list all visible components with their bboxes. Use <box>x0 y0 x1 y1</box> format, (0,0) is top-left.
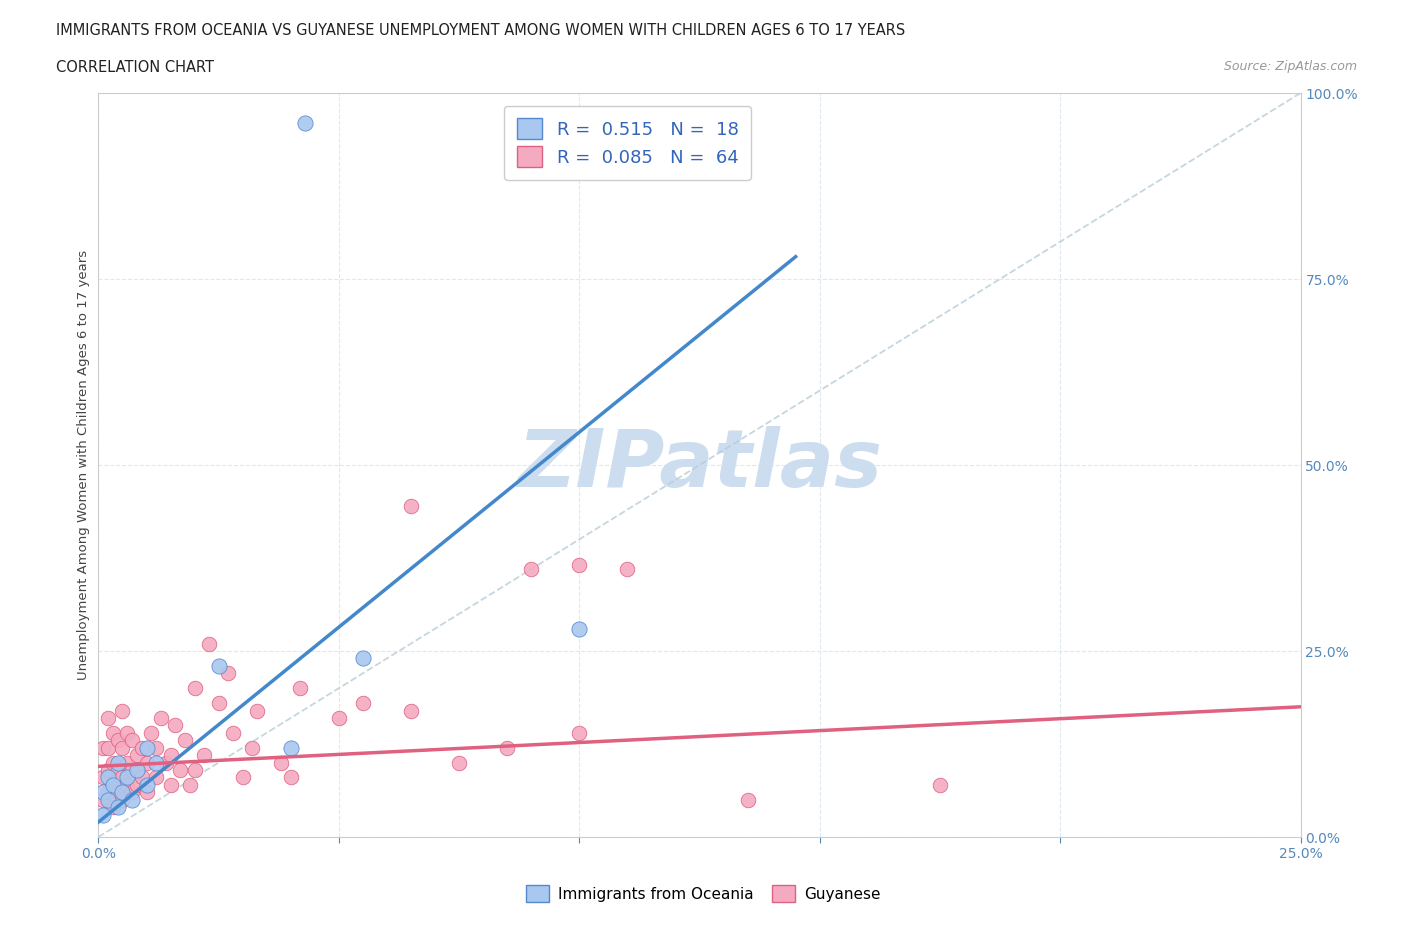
Point <box>135 740 157 755</box>
Point <box>149 711 172 725</box>
Point <box>107 763 129 777</box>
Point <box>145 740 167 755</box>
Point <box>183 681 205 696</box>
Point <box>290 681 312 696</box>
Point <box>121 785 143 800</box>
Point <box>280 740 302 755</box>
Text: ZIPatlas: ZIPatlas <box>517 426 882 504</box>
Point <box>169 763 191 777</box>
Point <box>125 763 148 777</box>
Point <box>135 785 157 800</box>
Point <box>496 740 519 755</box>
Point <box>447 755 470 770</box>
Point <box>155 755 177 770</box>
Point <box>101 800 124 815</box>
Point <box>208 658 231 673</box>
Point <box>520 562 543 577</box>
Point <box>135 777 157 792</box>
Point <box>222 725 245 740</box>
Point <box>111 770 134 785</box>
Point <box>107 800 129 815</box>
Point <box>352 696 374 711</box>
Point <box>328 711 350 725</box>
Point <box>97 711 120 725</box>
Text: CORRELATION CHART: CORRELATION CHART <box>56 60 214 75</box>
Point <box>101 777 124 792</box>
Point <box>101 755 124 770</box>
Point <box>117 770 139 785</box>
Point <box>232 770 254 785</box>
Point <box>91 807 114 822</box>
Point <box>174 733 197 748</box>
Point <box>240 740 263 755</box>
Legend: R =  0.515   N =  18, R =  0.085   N =  64: R = 0.515 N = 18, R = 0.085 N = 64 <box>505 106 751 180</box>
Point <box>208 696 231 711</box>
Point <box>117 777 139 792</box>
Point <box>91 785 114 800</box>
Point <box>111 792 134 807</box>
Point <box>111 740 134 755</box>
Point <box>165 718 187 733</box>
Point <box>121 763 143 777</box>
Point <box>91 770 114 785</box>
Point <box>270 755 292 770</box>
Text: IMMIGRANTS FROM OCEANIA VS GUYANESE UNEMPLOYMENT AMONG WOMEN WITH CHILDREN AGES : IMMIGRANTS FROM OCEANIA VS GUYANESE UNEM… <box>56 23 905 38</box>
Point <box>91 792 114 807</box>
Point <box>97 763 120 777</box>
Point <box>107 755 129 770</box>
Point <box>121 792 143 807</box>
Point <box>101 725 124 740</box>
Point <box>568 725 591 740</box>
Point <box>928 777 950 792</box>
Point <box>145 770 167 785</box>
Point <box>159 777 181 792</box>
Point <box>125 777 148 792</box>
Legend: Immigrants from Oceania, Guyanese: Immigrants from Oceania, Guyanese <box>520 879 886 909</box>
Point <box>616 562 638 577</box>
Point <box>246 703 269 718</box>
Point <box>193 748 215 763</box>
Point <box>399 498 422 513</box>
Point <box>111 785 134 800</box>
Point <box>183 763 205 777</box>
Text: Source: ZipAtlas.com: Source: ZipAtlas.com <box>1223 60 1357 73</box>
Point <box>101 777 124 792</box>
Point <box>111 703 134 718</box>
Point <box>141 725 163 740</box>
Point <box>125 748 148 763</box>
Point <box>145 755 167 770</box>
Point <box>179 777 201 792</box>
Point <box>217 666 239 681</box>
Point <box>117 755 139 770</box>
Point <box>97 792 120 807</box>
Point <box>159 748 181 763</box>
Point <box>399 703 422 718</box>
Point <box>568 115 591 130</box>
Y-axis label: Unemployment Among Women with Children Ages 6 to 17 years: Unemployment Among Women with Children A… <box>77 250 90 680</box>
Point <box>135 755 157 770</box>
Point <box>97 785 120 800</box>
Point <box>107 733 129 748</box>
Point <box>117 725 139 740</box>
Point <box>91 740 114 755</box>
Point <box>294 115 316 130</box>
Point <box>131 740 153 755</box>
Point <box>131 770 153 785</box>
Point <box>198 636 221 651</box>
Point <box>121 733 143 748</box>
Point <box>97 740 120 755</box>
Point <box>737 792 759 807</box>
Point <box>352 651 374 666</box>
Point <box>568 558 591 573</box>
Point <box>107 785 129 800</box>
Point <box>568 621 591 636</box>
Point <box>280 770 302 785</box>
Point <box>97 770 120 785</box>
